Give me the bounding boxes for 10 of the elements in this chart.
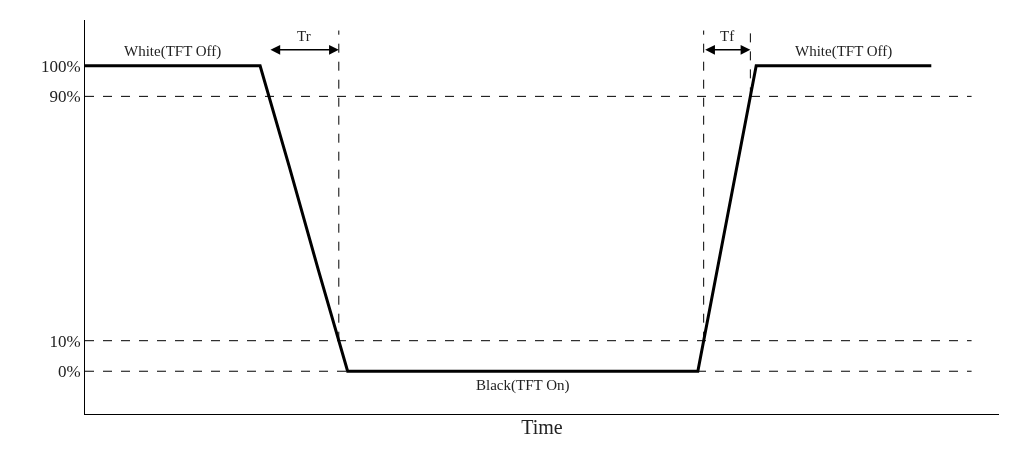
annotation: Tr: [297, 28, 311, 44]
y-tick-label: 100%: [40, 56, 81, 76]
annotation: Black(TFT On): [476, 377, 570, 394]
y-tick-label: 10%: [49, 331, 81, 351]
annotation: White(TFT Off): [124, 43, 222, 60]
x-axis-title: Time: [521, 415, 563, 438]
y-tick-label: 90%: [49, 87, 81, 107]
annotation: White(TFT Off): [795, 43, 893, 60]
annotation: Tf: [720, 28, 735, 44]
y-tick-label: 0%: [57, 362, 81, 382]
